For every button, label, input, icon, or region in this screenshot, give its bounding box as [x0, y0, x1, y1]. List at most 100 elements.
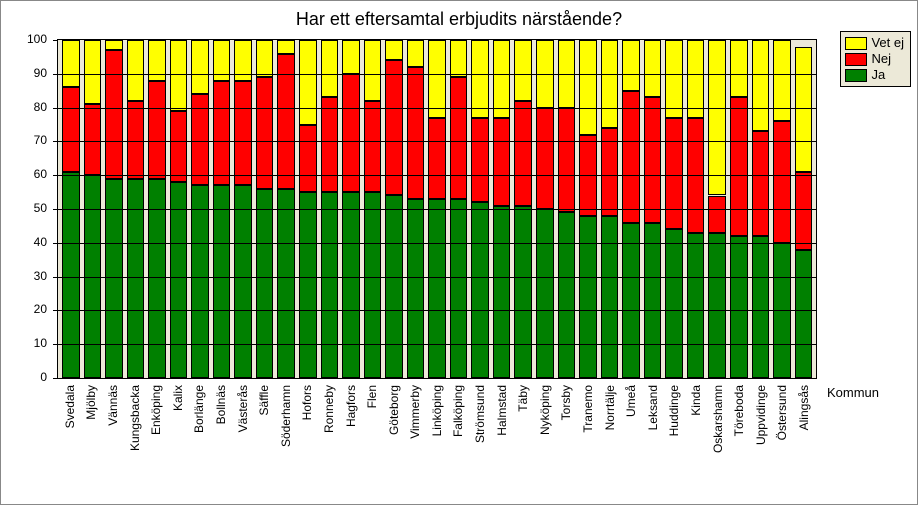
- vetej-segment: [493, 40, 511, 118]
- x-tick-label: Säffle: [255, 381, 273, 491]
- vetej-segment: [342, 40, 360, 74]
- x-tick-label: Halmstad: [493, 381, 511, 491]
- ja-segment: [62, 172, 80, 378]
- nej-segment: [407, 67, 425, 199]
- x-tick-label: Oskarshamn: [709, 381, 727, 491]
- ja-segment: [234, 185, 252, 378]
- y-tick-label: 50: [34, 201, 47, 215]
- vetej-segment: [773, 40, 791, 121]
- x-tick-label: Falköping: [450, 381, 468, 491]
- x-tick-label: Kalix: [169, 381, 187, 491]
- vetej-segment: [428, 40, 446, 118]
- legend-swatch: [845, 53, 867, 66]
- vetej-segment: [622, 40, 640, 91]
- nej-segment: [558, 108, 576, 213]
- x-tick-label: Flen: [363, 381, 381, 491]
- x-tick-label: Vännäs: [104, 381, 122, 491]
- x-tick-label: Mjölby: [83, 381, 101, 491]
- ja-segment: [730, 236, 748, 378]
- x-tick-label: Töreboda: [730, 381, 748, 491]
- vetej-segment: [256, 40, 274, 77]
- x-tick-label: Hagfors: [342, 381, 360, 491]
- nej-segment: [321, 97, 339, 192]
- nej-segment: [665, 118, 683, 230]
- vetej-segment: [191, 40, 209, 94]
- y-tick-label: 90: [34, 66, 47, 80]
- ja-segment: [342, 192, 360, 378]
- nej-segment: [148, 81, 166, 179]
- vetej-segment: [795, 47, 813, 172]
- nej-segment: [364, 101, 382, 192]
- x-tick-label: Nyköping: [536, 381, 554, 491]
- ja-segment: [450, 199, 468, 378]
- ja-segment: [622, 223, 640, 378]
- nej-segment: [514, 101, 532, 206]
- ja-segment: [299, 192, 317, 378]
- ja-segment: [708, 233, 726, 378]
- legend-swatch: [845, 37, 867, 50]
- x-tick-label: Huddinge: [666, 381, 684, 491]
- nej-segment: [170, 111, 188, 182]
- nej-segment: [773, 121, 791, 243]
- vetej-segment: [644, 40, 662, 97]
- ja-segment: [385, 195, 403, 378]
- nej-segment: [213, 81, 231, 186]
- vetej-segment: [752, 40, 770, 131]
- ja-segment: [170, 182, 188, 378]
- nej-segment: [127, 101, 145, 179]
- y-tick-label: 20: [34, 302, 47, 316]
- vetej-segment: [277, 40, 295, 54]
- ja-segment: [471, 202, 489, 378]
- nej-segment: [471, 118, 489, 203]
- nej-segment: [493, 118, 511, 206]
- y-tick-label: 40: [34, 235, 47, 249]
- nej-segment: [62, 87, 80, 172]
- x-tick-label: Umeå: [622, 381, 640, 491]
- plot-area: [57, 39, 817, 379]
- y-tick-label: 10: [34, 336, 47, 350]
- vetej-segment: [514, 40, 532, 101]
- x-tick-label: Enköping: [147, 381, 165, 491]
- x-tick-label: Svedala: [61, 381, 79, 491]
- x-tick-label: Leksand: [644, 381, 662, 491]
- ja-segment: [579, 216, 597, 378]
- x-tick-label: Borlänge: [191, 381, 209, 491]
- x-tick-label: Vimmerby: [407, 381, 425, 491]
- x-axis-title: Kommun: [827, 385, 879, 400]
- nej-segment: [622, 91, 640, 223]
- x-tick-label: Kungsbacka: [126, 381, 144, 491]
- x-tick-label: Bollnäs: [212, 381, 230, 491]
- ja-segment: [687, 233, 705, 378]
- nej-segment: [234, 81, 252, 186]
- vetej-segment: [127, 40, 145, 101]
- legend-label: Vet ej: [871, 35, 904, 51]
- nej-segment: [536, 108, 554, 209]
- chart-title: Har ett eftersamtal erbjudits närstående…: [1, 9, 917, 30]
- nej-segment: [730, 97, 748, 236]
- x-tick-label: Strömsund: [471, 381, 489, 491]
- x-tick-label: Göteborg: [385, 381, 403, 491]
- legend-item: Nej: [845, 51, 904, 67]
- vetej-segment: [665, 40, 683, 118]
- vetej-segment: [450, 40, 468, 77]
- x-tick-label: Ronneby: [320, 381, 338, 491]
- x-tick-label: Hofors: [299, 381, 317, 491]
- vetej-segment: [385, 40, 403, 60]
- x-tick-label: Västerås: [234, 381, 252, 491]
- vetej-segment: [105, 40, 123, 50]
- vetej-segment: [84, 40, 102, 104]
- y-tick-label: 70: [34, 133, 47, 147]
- x-tick-label: Alingsås: [795, 381, 813, 491]
- vetej-segment: [708, 40, 726, 195]
- vetej-segment: [730, 40, 748, 97]
- y-tick-label: 30: [34, 269, 47, 283]
- ja-segment: [558, 212, 576, 378]
- y-tick-label: 100: [27, 32, 47, 46]
- ja-segment: [256, 189, 274, 378]
- nej-segment: [450, 77, 468, 199]
- ja-segment: [277, 189, 295, 378]
- x-tick-label: Linköping: [428, 381, 446, 491]
- nej-segment: [105, 50, 123, 178]
- vetej-segment: [364, 40, 382, 101]
- nej-segment: [644, 97, 662, 222]
